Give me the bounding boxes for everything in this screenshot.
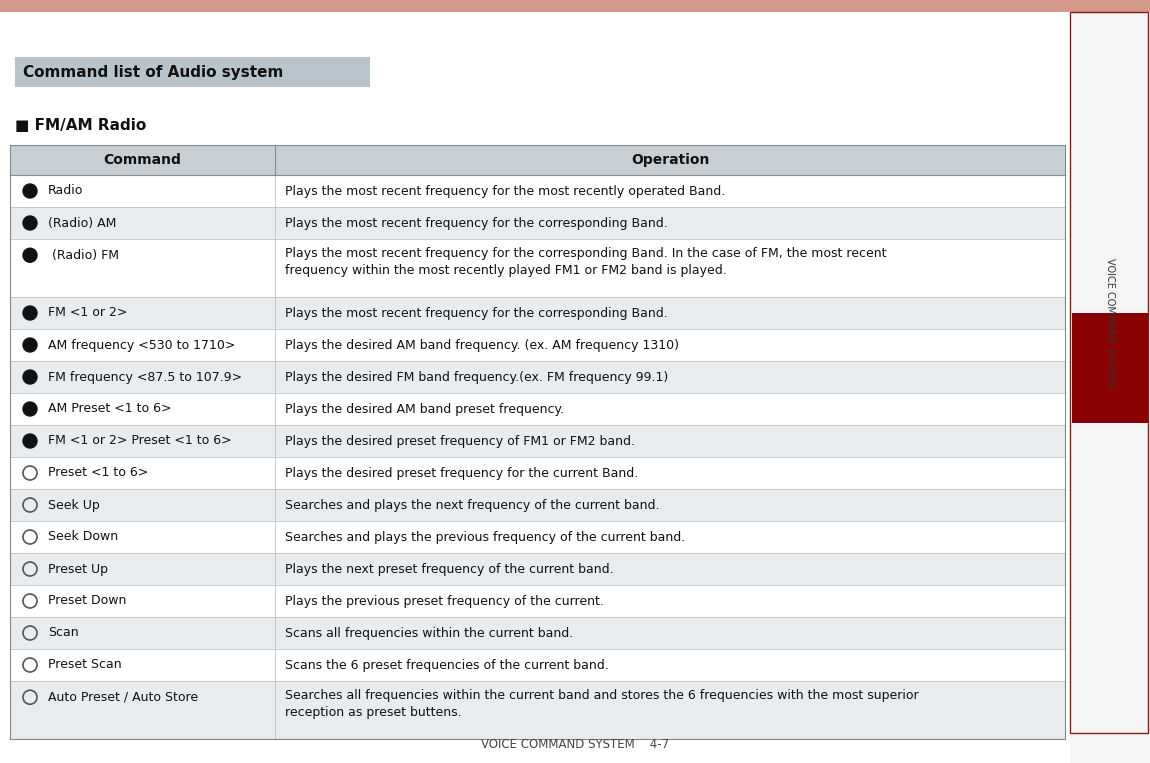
Text: Plays the desired FM band frequency.(ex. FM frequency 99.1): Plays the desired FM band frequency.(ex.… (285, 371, 668, 384)
Text: Plays the desired AM band frequency. (ex. AM frequency 1310): Plays the desired AM band frequency. (ex… (285, 339, 678, 352)
Text: Plays the most recent frequency for the corresponding Band.: Plays the most recent frequency for the … (285, 307, 668, 320)
Bar (10, 239, 1065, 297)
Text: Command: Command (104, 153, 182, 167)
Text: ■ FM/AM Radio: ■ FM/AM Radio (15, 118, 146, 133)
Bar (10, 145, 1065, 175)
Bar (10, 489, 1065, 521)
Circle shape (23, 434, 37, 448)
Text: Auto Preset / Auto Store: Auto Preset / Auto Store (48, 691, 198, 703)
Text: Searches and plays the next frequency of the current band.: Searches and plays the next frequency of… (285, 498, 659, 511)
Bar (15, 57, 370, 87)
Text: (Radio) FM: (Radio) FM (48, 249, 118, 262)
Bar (10, 297, 1065, 329)
Circle shape (23, 338, 37, 352)
Bar (10, 553, 1065, 585)
Bar (10, 425, 1065, 457)
Text: AM frequency <530 to 1710>: AM frequency <530 to 1710> (48, 339, 236, 352)
Text: Operation: Operation (631, 153, 710, 167)
Text: Radio: Radio (48, 185, 84, 198)
Text: reception as preset buttens.: reception as preset buttens. (285, 706, 461, 719)
Text: VOICE COMMAND SYSTEM: VOICE COMMAND SYSTEM (1105, 258, 1115, 385)
Circle shape (23, 184, 37, 198)
Text: Plays the most recent frequency for the most recently operated Band.: Plays the most recent frequency for the … (285, 185, 726, 198)
Text: Preset Scan: Preset Scan (48, 658, 122, 671)
Text: Plays the previous preset frequency of the current.: Plays the previous preset frequency of t… (285, 594, 604, 607)
Text: Preset Up: Preset Up (48, 562, 108, 575)
Text: Plays the desired preset frequency of FM1 or FM2 band.: Plays the desired preset frequency of FM… (285, 434, 635, 448)
Circle shape (23, 402, 37, 416)
Bar (10, 361, 1065, 393)
Text: Plays the most recent frequency for the corresponding Band.: Plays the most recent frequency for the … (285, 217, 668, 230)
Text: (Radio) AM: (Radio) AM (48, 217, 116, 230)
Text: Plays the next preset frequency of the current band.: Plays the next preset frequency of the c… (285, 562, 614, 575)
Bar (10, 329, 1065, 361)
Circle shape (23, 216, 37, 230)
Text: Preset Down: Preset Down (48, 594, 126, 607)
Text: AM Preset <1 to 6>: AM Preset <1 to 6> (48, 403, 171, 416)
Text: frequency within the most recently played FM1 or FM2 band is played.: frequency within the most recently playe… (285, 264, 727, 277)
Circle shape (23, 248, 37, 262)
Bar (10, 521, 1065, 553)
Bar (10, 617, 1065, 649)
Text: Searches all frequencies within the current band and stores the 6 frequencies wi: Searches all frequencies within the curr… (285, 689, 919, 702)
Text: Plays the desired AM band preset frequency.: Plays the desired AM band preset frequen… (285, 403, 565, 416)
Bar (10, 175, 1065, 207)
Bar (1070, 12, 1148, 733)
Bar (1072, 313, 1148, 423)
Text: Scans the 6 preset frequencies of the current band.: Scans the 6 preset frequencies of the cu… (285, 658, 608, 671)
Text: Plays the desired preset frequency for the current Band.: Plays the desired preset frequency for t… (285, 466, 638, 479)
Bar (10, 393, 1065, 425)
Bar (10, 649, 1065, 681)
Text: Command list of Audio system: Command list of Audio system (23, 65, 283, 79)
Bar (1070, 12, 1150, 763)
Bar (10, 585, 1065, 617)
Text: Plays the most recent frequency for the corresponding Band. In the case of FM, t: Plays the most recent frequency for the … (285, 247, 887, 260)
Text: FM frequency <87.5 to 107.9>: FM frequency <87.5 to 107.9> (48, 371, 243, 384)
Text: Preset <1 to 6>: Preset <1 to 6> (48, 466, 148, 479)
Bar (10, 457, 1065, 489)
Circle shape (23, 306, 37, 320)
Text: Scan: Scan (48, 626, 78, 639)
Text: VOICE COMMAND SYSTEM    4-7: VOICE COMMAND SYSTEM 4-7 (481, 739, 669, 752)
Bar (10, 681, 1065, 739)
Text: FM <1 or 2>: FM <1 or 2> (48, 307, 128, 320)
Text: Searches and plays the previous frequency of the current band.: Searches and plays the previous frequenc… (285, 530, 685, 543)
Text: Scans all frequencies within the current band.: Scans all frequencies within the current… (285, 626, 573, 639)
Text: Seek Down: Seek Down (48, 530, 118, 543)
Text: Seek Up: Seek Up (48, 498, 100, 511)
Bar (0, 0, 1150, 12)
Bar (10, 207, 1065, 239)
Text: FM <1 or 2> Preset <1 to 6>: FM <1 or 2> Preset <1 to 6> (48, 434, 231, 448)
Circle shape (23, 370, 37, 384)
